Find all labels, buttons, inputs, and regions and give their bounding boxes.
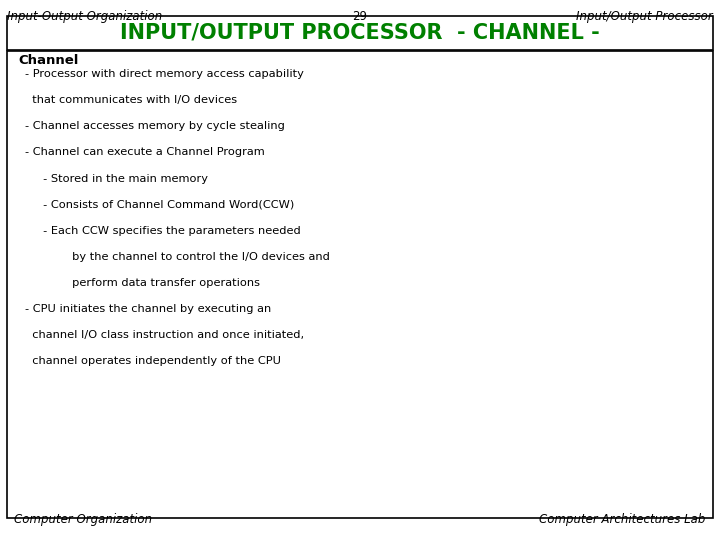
Text: Computer Architectures Lab: Computer Architectures Lab — [539, 514, 706, 526]
Text: - Consists of Channel Command Word(CCW): - Consists of Channel Command Word(CCW) — [25, 200, 294, 210]
Text: - Channel can execute a Channel Program: - Channel can execute a Channel Program — [25, 147, 265, 158]
Text: Peripheral devices: Peripheral devices — [499, 309, 595, 319]
Text: Central
processing
unit (CPU): Central processing unit (CPU) — [349, 340, 402, 373]
Text: - Channel accesses memory by cycle stealing: - Channel accesses memory by cycle steal… — [25, 122, 285, 131]
Text: PD: PD — [445, 364, 462, 374]
Circle shape — [456, 351, 575, 387]
Text: Input-output
processor
(IOP): Input-output processor (IOP) — [345, 436, 406, 470]
Circle shape — [395, 351, 512, 387]
Text: PD: PD — [570, 364, 586, 374]
Text: I/O bus: I/O bus — [521, 465, 558, 476]
Text: PD: PD — [508, 364, 523, 374]
Text: Memory
unit: Memory unit — [86, 395, 129, 417]
Bar — [312, 417, 439, 489]
Text: - CPU initiates the channel by executing an: - CPU initiates the channel by executing… — [25, 304, 271, 314]
Text: channel I/O class instruction and once initiated,: channel I/O class instruction and once i… — [25, 330, 305, 340]
Bar — [312, 319, 439, 394]
Text: Input/Output Processor: Input/Output Processor — [576, 10, 713, 23]
Bar — [49, 327, 166, 485]
Text: Memory Bus: Memory Bus — [279, 376, 289, 437]
Text: Computer Organization: Computer Organization — [14, 514, 153, 526]
Text: that communicates with I/O devices: that communicates with I/O devices — [25, 95, 238, 105]
Text: INPUT/OUTPUT PROCESSOR  - CHANNEL -: INPUT/OUTPUT PROCESSOR - CHANNEL - — [120, 23, 600, 43]
Text: Input-Output Organization: Input-Output Organization — [7, 10, 163, 23]
Circle shape — [519, 351, 636, 387]
Text: PD: PD — [632, 364, 648, 374]
Text: 29: 29 — [353, 10, 367, 23]
Text: channel operates independently of the CPU: channel operates independently of the CP… — [25, 356, 282, 366]
Text: - Each CCW specifies the parameters needed: - Each CCW specifies the parameters need… — [25, 226, 301, 236]
Text: by the channel to control the I/O devices and: by the channel to control the I/O device… — [25, 252, 330, 262]
Text: Channel: Channel — [18, 54, 78, 67]
Circle shape — [581, 351, 698, 387]
Text: perform data transfer operations: perform data transfer operations — [25, 278, 260, 288]
Text: - Stored in the main memory: - Stored in the main memory — [25, 173, 208, 184]
Text: - Processor with direct memory access capability: - Processor with direct memory access ca… — [25, 69, 304, 79]
